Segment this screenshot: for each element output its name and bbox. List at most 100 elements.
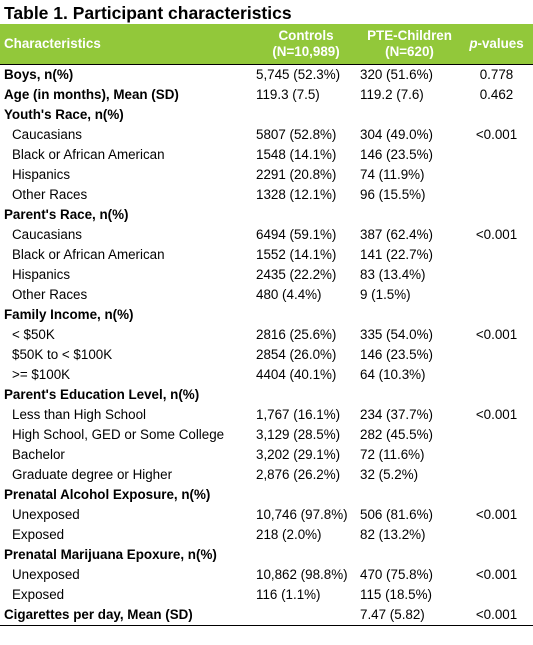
row-controls-value: 119.3 (7.5) [256, 87, 320, 102]
row-p-value: <0.001 [475, 567, 518, 582]
row-label: Caucasians [12, 127, 82, 142]
row-controls-value: 2435 (22.2%) [256, 267, 337, 282]
row-p-value [460, 165, 533, 185]
row-controls-value: 2,876 (26.2%) [256, 467, 341, 482]
row-p-value [460, 585, 533, 605]
row-pte-value: 141 (22.7%) [360, 247, 433, 262]
row-label: Unexposed [12, 507, 80, 522]
row-pte-value [359, 205, 460, 225]
table-row: Cigarettes per day, Mean (SD) 7.47 (5.82)… [0, 605, 533, 626]
table-body: Boys, n(%) 5,745 (52.3%) 320 (51.6%) 0.778 A… [0, 64, 533, 626]
row-label: $50K to < $100K [12, 347, 113, 362]
header-controls: Controls (N=10,989) [253, 24, 359, 65]
row-label: Exposed [12, 527, 65, 542]
header-p-italic: p [469, 36, 478, 51]
row-controls-value [253, 205, 359, 225]
row-pte-value: 32 (5.2%) [360, 467, 419, 482]
row-pte-value: 146 (23.5%) [360, 347, 433, 362]
row-controls-value: 5807 (52.8%) [256, 127, 337, 142]
table-row: Parent's Education Level, n(%) [0, 385, 533, 405]
table-row: Exposed 116 (1.1%) 115 (18.5%) [0, 585, 533, 605]
row-label: Other Races [12, 287, 88, 302]
row-pte-value: 320 (51.6%) [359, 64, 460, 85]
row-p-value: <0.001 [475, 327, 518, 342]
table-row: Unexposed 10,862 (98.8%) 470 (75.8%) <0.001 [0, 565, 533, 585]
row-p-value [460, 145, 533, 165]
row-p-value [460, 345, 533, 365]
participant-characteristics-table: Characteristics Controls (N=10,989) PTE-… [0, 24, 533, 626]
row-pte-value [359, 105, 460, 125]
row-pte-value: 282 (45.5%) [360, 427, 433, 442]
row-label: High School, GED or Some College [12, 427, 225, 442]
row-p-value [460, 105, 533, 125]
row-controls-value: 218 (2.0%) [256, 527, 322, 542]
header-p-values: p-values [460, 24, 533, 65]
table-row: Prenatal Alcohol Exposure, n(%) [0, 485, 533, 505]
row-label: Black or African American [12, 247, 165, 262]
row-p-value [460, 305, 533, 325]
row-label: Prenatal Marijuana Epoxure, n(%) [4, 547, 217, 562]
row-pte-value: 304 (49.0%) [360, 127, 433, 142]
header-characteristics: Characteristics [0, 24, 253, 65]
header-p-suffix: -values [477, 36, 524, 51]
row-controls-value: 3,129 (28.5%) [256, 427, 341, 442]
row-pte-value: 64 (10.3%) [360, 367, 426, 382]
row-label: Family Income, n(%) [4, 307, 134, 322]
row-p-value [460, 445, 533, 465]
row-p-value [460, 285, 533, 305]
table-row: Youth's Race, n(%) [0, 105, 533, 125]
row-controls-value [253, 545, 359, 565]
row-p-value: <0.001 [460, 605, 533, 626]
row-pte-value [359, 545, 460, 565]
row-pte-value: 115 (18.5%) [360, 587, 432, 602]
row-label: Black or African American [12, 147, 165, 162]
row-controls-value: 480 (4.4%) [256, 287, 322, 302]
table-row: High School, GED or Some College 3,129 (2… [0, 425, 533, 445]
row-p-value [460, 365, 533, 385]
row-controls-value: 3,202 (29.1%) [256, 447, 341, 462]
table-row: Hispanics 2291 (20.8%) 74 (11.9%) [0, 165, 533, 185]
row-p-value: <0.001 [475, 407, 518, 422]
row-label: Boys, n(%) [0, 64, 253, 85]
row-p-value [460, 485, 533, 505]
row-controls-value: 5,745 (52.3%) [253, 64, 359, 85]
row-label: Less than High School [12, 407, 146, 422]
row-p-value [460, 425, 533, 445]
row-pte-value: 9 (1.5%) [360, 287, 411, 302]
row-controls-value: 1552 (14.1%) [256, 247, 337, 262]
row-pte-value [359, 385, 460, 405]
row-pte-value: 72 (11.6%) [360, 447, 425, 462]
row-p-value [460, 465, 533, 485]
row-controls-value: 10,746 (97.8%) [256, 507, 348, 522]
table-row: $50K to < $100K 2854 (26.0%) 146 (23.5%) [0, 345, 533, 365]
row-label: < $50K [12, 327, 55, 342]
row-pte-value: 146 (23.5%) [360, 147, 433, 162]
header-controls-n: (N=10,989) [272, 44, 340, 59]
table-row: >= $100K 4404 (40.1%) 64 (10.3%) [0, 365, 533, 385]
table-row: Black or African American 1552 (14.1%) 141… [0, 245, 533, 265]
row-p-value [460, 185, 533, 205]
row-controls-value: 10,862 (98.8%) [256, 567, 348, 582]
row-pte-value: 335 (54.0%) [360, 327, 433, 342]
table-row: Black or African American 1548 (14.1%) 146… [0, 145, 533, 165]
row-label: Other Races [12, 187, 88, 202]
row-pte-value: 82 (13.2%) [360, 527, 426, 542]
row-label: Graduate degree or Higher [12, 467, 173, 482]
header-pte-children: PTE-Children (N=620) [359, 24, 460, 65]
row-pte-value: 470 (75.8%) [360, 567, 433, 582]
row-controls-value [253, 105, 359, 125]
table-row: Caucasians 5807 (52.8%) 304 (49.0%) <0.001 [0, 125, 533, 145]
row-pte-value: 234 (37.7%) [360, 407, 433, 422]
row-controls-value [253, 305, 359, 325]
row-label: >= $100K [12, 367, 71, 382]
row-controls-value: 1548 (14.1%) [256, 147, 337, 162]
row-pte-value: 96 (15.5%) [360, 187, 426, 202]
row-controls-value [253, 485, 359, 505]
row-label: Bachelor [12, 447, 65, 462]
table-title: Table 1. Participant characteristics [4, 3, 292, 23]
row-label: Parent's Education Level, n(%) [4, 387, 200, 402]
row-pte-value [359, 305, 460, 325]
row-p-value: <0.001 [475, 227, 518, 242]
row-controls-value: 116 (1.1%) [256, 587, 321, 602]
row-controls-value: 2816 (25.6%) [256, 327, 337, 342]
